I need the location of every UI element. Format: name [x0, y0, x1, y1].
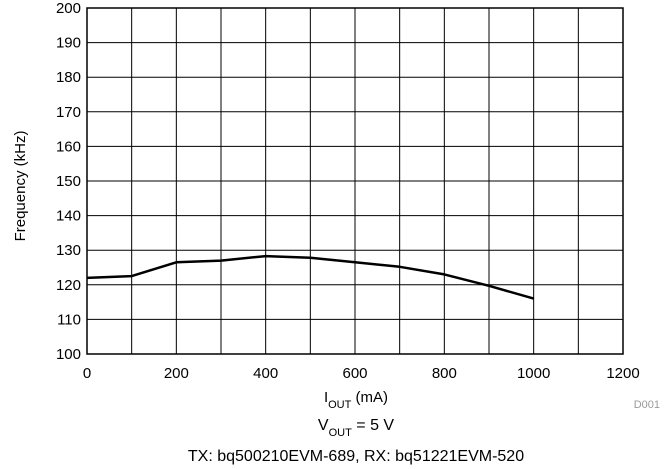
x-axis-title-subscript: OUT — [328, 399, 352, 411]
figure-code: D001 — [634, 399, 660, 411]
y-axis-title: Frequency (kHz) — [12, 131, 29, 242]
caption-test-setup: TX: bq500210EVM-689, RX: bq51221EVM-520 — [188, 448, 524, 465]
grid — [86, 7, 624, 355]
y-tick-label: 100 — [56, 346, 81, 363]
y-tick-label: 130 — [56, 242, 81, 259]
y-tick-labels: 100 110 120 130 140 150 160 170 180 190 200 — [56, 0, 81, 363]
x-axis-title: IOUT (mA) — [324, 389, 388, 411]
series-layer — [86, 254, 535, 300]
y-tick-label: 190 — [56, 35, 81, 52]
x-tick-label: 0 — [83, 365, 91, 382]
x-tick-label: 200 — [164, 365, 189, 382]
y-tick-label: 140 — [56, 208, 81, 225]
caption-vout-main: V — [318, 417, 329, 434]
y-tick-label: 110 — [57, 311, 81, 328]
x-tick-labels: 0 200 400 600 800 1000 1200 — [83, 365, 640, 382]
x-axis-title-unit: (mA) — [351, 389, 388, 406]
series-line-frequency — [86, 254, 535, 300]
caption-vout-subscript: OUT — [329, 427, 353, 439]
y-tick-label: 180 — [56, 69, 81, 86]
x-axis-title-main: I — [324, 389, 328, 406]
x-tick-label: 600 — [342, 365, 367, 382]
plot-frame — [86, 7, 624, 355]
caption-vout: VOUT = 5 V — [318, 417, 394, 439]
x-tick-label: 1000 — [517, 365, 550, 382]
x-tick-label: 1200 — [606, 365, 639, 382]
caption-vout-rest: = 5 V — [352, 417, 395, 434]
y-tick-label: 200 — [56, 0, 81, 17]
y-tick-label: 170 — [56, 104, 81, 121]
x-tick-label: 800 — [432, 365, 457, 382]
y-tick-label: 160 — [56, 138, 81, 155]
x-tick-label: 400 — [253, 365, 278, 382]
y-tick-label: 150 — [56, 173, 81, 190]
y-tick-label: 120 — [56, 277, 81, 294]
